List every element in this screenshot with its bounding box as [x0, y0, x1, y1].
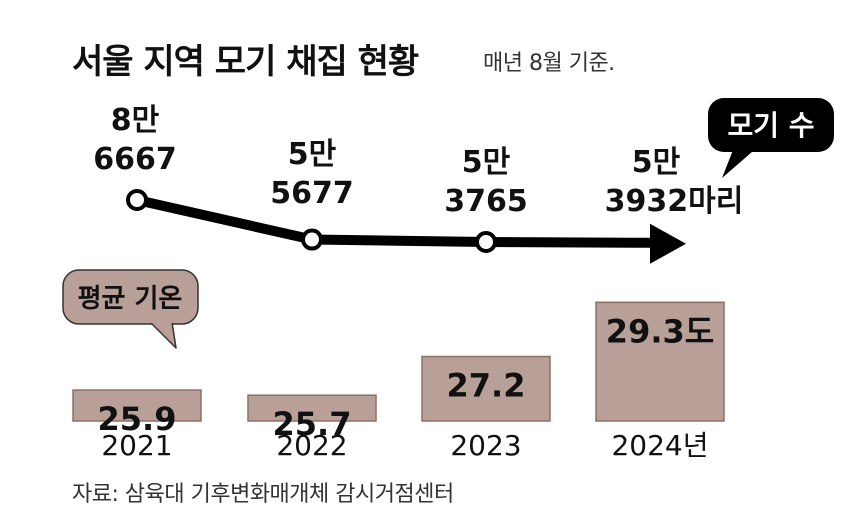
- legend-callouts: 모기 수평균 기온: [62, 98, 834, 349]
- mosquito-point: [475, 231, 497, 253]
- mosquito-value-label: 3932마리: [605, 184, 744, 219]
- mosquito-value-label: 3765: [444, 184, 528, 219]
- mosquito-legend-callout: [708, 98, 834, 152]
- mosquito-value-label: 5677: [270, 176, 354, 211]
- year-tick-label: 2023: [450, 429, 521, 462]
- temperature-value-label: 25.7: [273, 405, 352, 443]
- mosquito-line: 8만 6667 5만 5677 5만 3765 5만 3932마리: [93, 103, 743, 264]
- temperature-bar: [72, 389, 202, 422]
- callout-pointer: [722, 145, 760, 178]
- chart-title: 서울 지역 모기 채집 현황: [72, 42, 419, 82]
- temperature-value-label: 25.9: [98, 400, 177, 438]
- temperature-value-label: 29.3도: [606, 312, 714, 350]
- mosquito-value-label: 5만: [288, 137, 337, 172]
- chart-subtitle: 매년 8월 기준.: [483, 51, 615, 76]
- mosquito-series-line: [135, 195, 655, 248]
- arrow-head: [650, 223, 686, 264]
- temperature-bar: [421, 355, 551, 422]
- source-note: 자료: 삼육대 기후변화매개체 감시거점센터: [72, 482, 454, 507]
- mosquito-value-label: 8만: [111, 103, 160, 138]
- mosquito-value-label: 5만: [462, 145, 511, 180]
- mosquito-point: [301, 228, 323, 251]
- temperature-bar: [247, 394, 377, 422]
- temperature-legend-callout: [62, 269, 199, 325]
- legend-label: 평균 기온: [78, 284, 183, 314]
- year-tick-label: 2021: [101, 429, 172, 462]
- year-tick-label: 2022: [276, 429, 347, 462]
- legend-label: 모기 수: [727, 109, 814, 142]
- temperature-value-label: 27.2: [447, 367, 526, 405]
- callout-seam: [148, 318, 174, 323]
- mosquito-value-label: 6667: [93, 142, 177, 177]
- mosquito-value-label: 5만: [632, 145, 681, 180]
- mosquito-point: [126, 189, 148, 211]
- temperature-bar: [595, 301, 725, 422]
- year-tick-label: 2024년: [611, 429, 708, 462]
- callout-pointer: [149, 321, 177, 349]
